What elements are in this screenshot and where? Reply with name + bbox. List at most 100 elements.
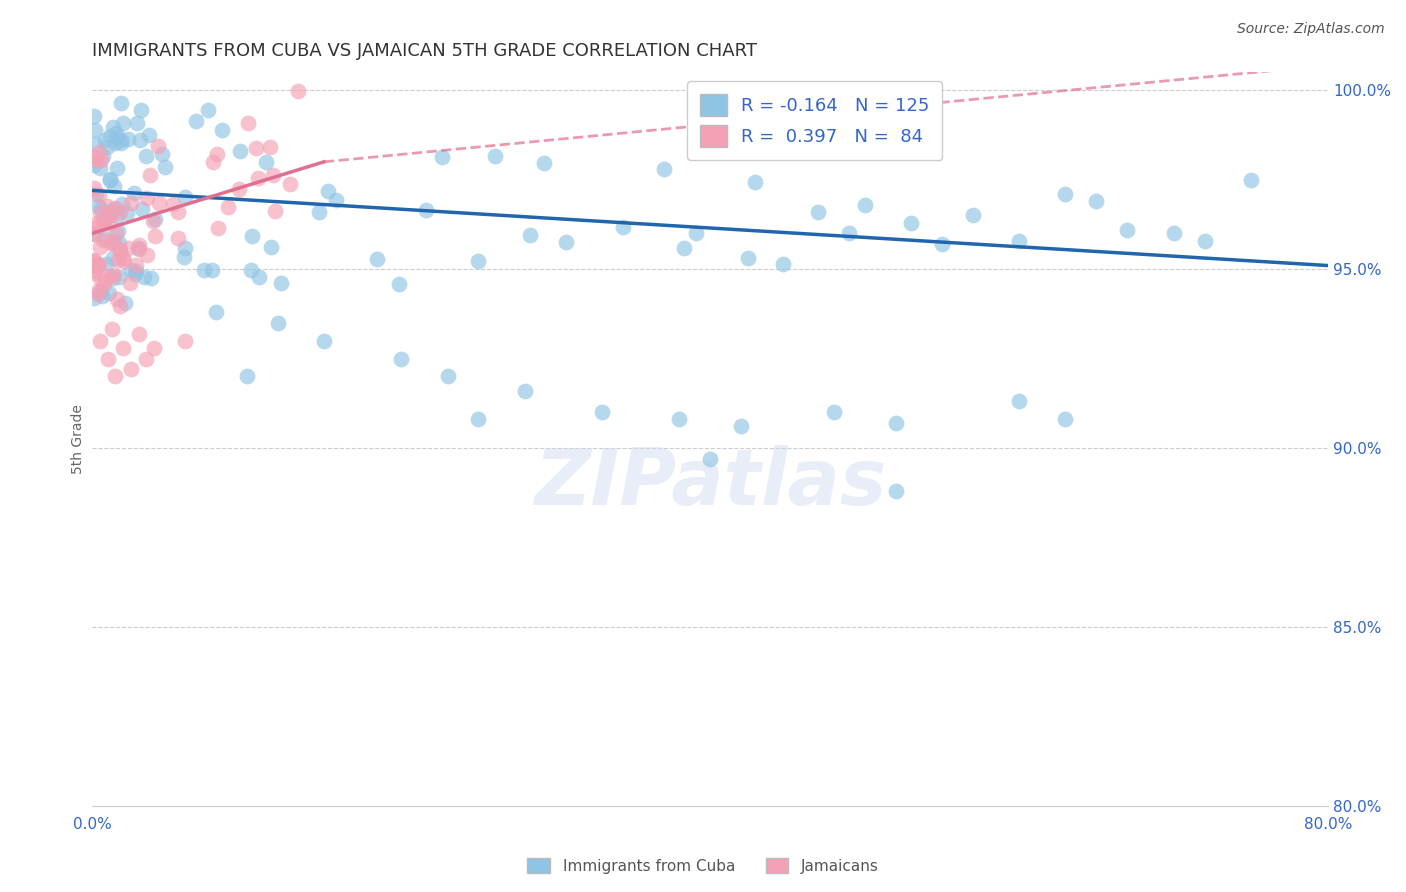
Point xyxy=(89,258,111,272)
Point xyxy=(108,269,131,284)
Point xyxy=(668,412,690,426)
Point xyxy=(153,160,176,174)
Point xyxy=(247,171,270,186)
Point xyxy=(1116,223,1139,237)
Point xyxy=(166,204,188,219)
Point xyxy=(853,198,876,212)
Point xyxy=(128,242,150,256)
Point xyxy=(89,334,111,348)
Point xyxy=(235,369,257,384)
Point xyxy=(823,405,845,419)
Point xyxy=(91,289,114,303)
Point xyxy=(111,197,134,211)
Point xyxy=(91,233,114,247)
Point xyxy=(83,252,105,267)
Point xyxy=(884,416,907,430)
Point xyxy=(415,203,437,218)
Point xyxy=(136,248,159,262)
Point xyxy=(142,214,165,228)
Point xyxy=(672,241,695,255)
Point xyxy=(135,351,157,366)
Point xyxy=(152,146,174,161)
Point xyxy=(110,136,132,150)
Point xyxy=(125,263,148,277)
Point xyxy=(83,180,105,194)
Point xyxy=(83,263,105,277)
Point xyxy=(389,351,412,366)
Point xyxy=(772,257,794,271)
Point xyxy=(89,145,111,159)
Point xyxy=(83,258,105,272)
Point xyxy=(84,123,107,137)
Point xyxy=(204,305,226,319)
Text: Source: ZipAtlas.com: Source: ZipAtlas.com xyxy=(1237,22,1385,37)
Point xyxy=(104,201,127,215)
Point xyxy=(86,257,108,271)
Point xyxy=(730,419,752,434)
Point xyxy=(308,205,330,219)
Point xyxy=(1163,227,1185,241)
Point xyxy=(103,178,125,193)
Point xyxy=(86,259,108,273)
Point xyxy=(104,226,127,240)
Point xyxy=(83,158,105,172)
Point xyxy=(83,150,105,164)
Point xyxy=(83,254,105,268)
Point xyxy=(266,316,288,330)
Point xyxy=(83,266,105,280)
Point xyxy=(89,206,111,220)
Point xyxy=(108,205,131,219)
Point xyxy=(467,254,489,268)
Point xyxy=(93,211,115,225)
Point xyxy=(105,130,128,145)
Point xyxy=(110,245,132,260)
Point xyxy=(117,241,139,255)
Point xyxy=(838,227,860,241)
Point xyxy=(197,103,219,117)
Point xyxy=(162,197,184,211)
Point xyxy=(744,175,766,189)
Point xyxy=(90,202,112,217)
Point xyxy=(104,369,127,384)
Point xyxy=(173,334,195,348)
Point xyxy=(278,178,301,192)
Point xyxy=(148,195,170,210)
Point xyxy=(131,202,153,216)
Text: ZIPatlas: ZIPatlas xyxy=(534,445,886,521)
Point xyxy=(173,250,195,264)
Point xyxy=(193,263,215,277)
Point xyxy=(105,292,128,306)
Point xyxy=(207,221,229,235)
Point xyxy=(1054,412,1077,426)
Point xyxy=(129,103,152,117)
Point xyxy=(1054,187,1077,202)
Point xyxy=(98,173,121,187)
Point xyxy=(93,216,115,230)
Point xyxy=(125,116,148,130)
Point xyxy=(129,132,152,146)
Point xyxy=(96,198,118,212)
Point xyxy=(325,193,347,207)
Point xyxy=(98,171,121,186)
Point xyxy=(90,284,112,298)
Point xyxy=(136,191,159,205)
Point xyxy=(1240,172,1263,186)
Point xyxy=(83,227,105,241)
Point xyxy=(184,113,207,128)
Point xyxy=(105,209,128,223)
Point xyxy=(201,155,224,169)
Point xyxy=(148,138,170,153)
Point xyxy=(84,227,107,241)
Point xyxy=(554,235,576,249)
Point xyxy=(316,184,339,198)
Point xyxy=(108,243,131,257)
Point xyxy=(104,136,127,151)
Point xyxy=(228,144,250,158)
Point xyxy=(96,257,118,271)
Point xyxy=(98,208,121,222)
Point xyxy=(89,161,111,176)
Point xyxy=(366,252,388,267)
Point xyxy=(98,286,121,301)
Point xyxy=(101,322,124,336)
Point xyxy=(143,211,166,226)
